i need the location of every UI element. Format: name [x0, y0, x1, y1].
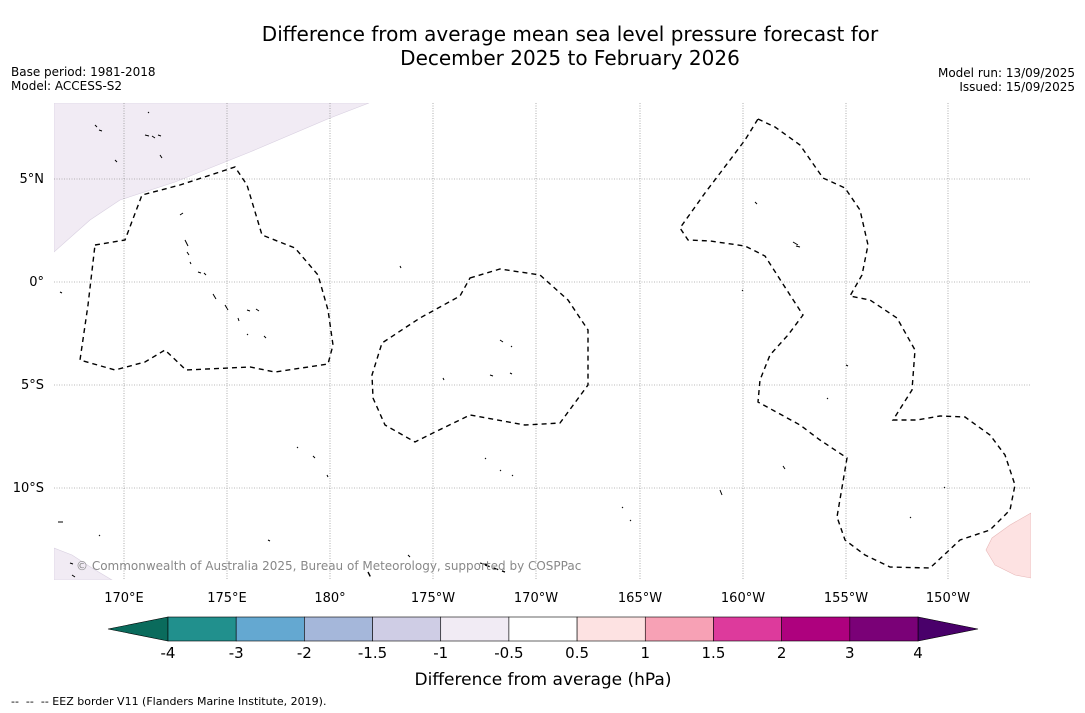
latitude-label: 0°	[29, 275, 44, 290]
longitude-label: 170°E	[104, 591, 144, 606]
colorbar-tick-label: 2	[777, 644, 787, 662]
colorbar-segment	[440, 616, 510, 642]
colorbar-tick-label: 1	[640, 644, 650, 662]
longitude-label: 155°W	[824, 591, 868, 606]
eez-border-south-fragment	[367, 571, 373, 580]
eez-borders	[79, 118, 1016, 580]
colorbar-tick-label: -1.5	[358, 644, 387, 662]
island	[212, 293, 267, 339]
colorbar-tick-label: -3	[229, 644, 244, 662]
colorbar-segment	[576, 616, 646, 642]
colorbar-tick-label: -0.5	[494, 644, 523, 662]
island	[179, 212, 207, 276]
longitude-label: 170°W	[514, 591, 558, 606]
latitude-label: 10°S	[13, 481, 44, 496]
eez-border-note: -- -- -- EEZ border V11 (Flanders Marine…	[11, 695, 327, 708]
positive-anomaly-shade	[985, 512, 1031, 579]
colorbar-tick-label: 1.5	[702, 644, 726, 662]
island	[94, 124, 163, 159]
left-metadata: Base period: 1981-2018 Model: ACCESS-S2	[11, 65, 156, 93]
longitude-label: 175°W	[411, 591, 455, 606]
colorbar-extend-high	[917, 616, 979, 642]
colorbar-segment	[781, 616, 851, 642]
colorbar-segment	[372, 616, 442, 642]
right-metadata: Model run: 13/09/2025 Issued: 15/09/2025	[938, 66, 1075, 94]
colorbar-segment	[849, 616, 919, 642]
colorbar-segment	[235, 616, 305, 642]
title-line-1: Difference from average mean sea level p…	[261, 22, 879, 46]
colorbar-tick-label: 3	[845, 644, 855, 662]
longitude-labels: 170°E 175°E 180° 175°W 170°W 165°W 160°W 155°W 1…	[104, 591, 970, 606]
colorbar-segment	[508, 616, 578, 642]
island	[114, 111, 946, 522]
longitude-label: 180°	[314, 591, 345, 606]
colorbar-segment	[167, 616, 237, 642]
title-line-2: December 2025 to February 2026	[400, 46, 740, 70]
islands	[58, 111, 946, 578]
colorbar-label: Difference from average (hPa)	[415, 670, 672, 690]
latitude-label: 5°N	[20, 172, 45, 187]
island	[59, 265, 849, 400]
latitude-label: 5°S	[21, 378, 44, 393]
longitude-label: 175°E	[207, 591, 247, 606]
island	[719, 201, 801, 496]
eez-border-west	[79, 166, 334, 373]
colorbar-tick-label: -1	[433, 644, 448, 662]
eez-border-south-fragment-2	[484, 564, 506, 573]
colorbar-extend-low	[107, 616, 169, 642]
map-title: Difference from average mean sea level p…	[0, 22, 1085, 70]
colorbar-tick-label: -2	[297, 644, 312, 662]
island	[58, 521, 489, 578]
gridlines	[54, 103, 1031, 580]
longitude-label: 160°W	[721, 591, 765, 606]
colorbar-tick-label: -4	[161, 644, 176, 662]
longitude-label: 165°W	[618, 591, 662, 606]
island	[296, 446, 514, 478]
eez-border-central	[371, 268, 589, 443]
island	[442, 339, 513, 381]
colorbar-segment	[304, 616, 373, 642]
model-text: Model: ACCESS-S2	[11, 79, 123, 93]
issued-text: Issued: 15/09/2025	[959, 80, 1075, 94]
colorbar-tick-label: 0.5	[565, 644, 589, 662]
negative-anomaly-shade	[54, 103, 370, 253]
longitude-label: 150°W	[926, 591, 970, 606]
eez-border-east	[679, 118, 1016, 569]
map-frame	[54, 103, 1031, 580]
colorbar-tick-label: 4	[913, 644, 923, 662]
negative-anomaly-shade-southwest	[54, 547, 113, 580]
latitude-labels: 5°N 0° 5°S 10°S	[13, 172, 44, 496]
colorbar-segment	[644, 616, 714, 642]
map-area	[54, 103, 1031, 580]
model-run-text: Model run: 13/09/2025	[937, 66, 1075, 80]
island	[144, 134, 162, 139]
colorbar-segment	[713, 616, 782, 642]
copyright-text: © Commonwealth of Australia 2025, Bureau…	[76, 559, 581, 573]
base-period-text: Base period: 1981-2018	[11, 65, 156, 79]
colorbar: -4 -3 -2 -1.5 -1 -0.5 0.5 1 1.5 2 3 4	[107, 616, 979, 662]
